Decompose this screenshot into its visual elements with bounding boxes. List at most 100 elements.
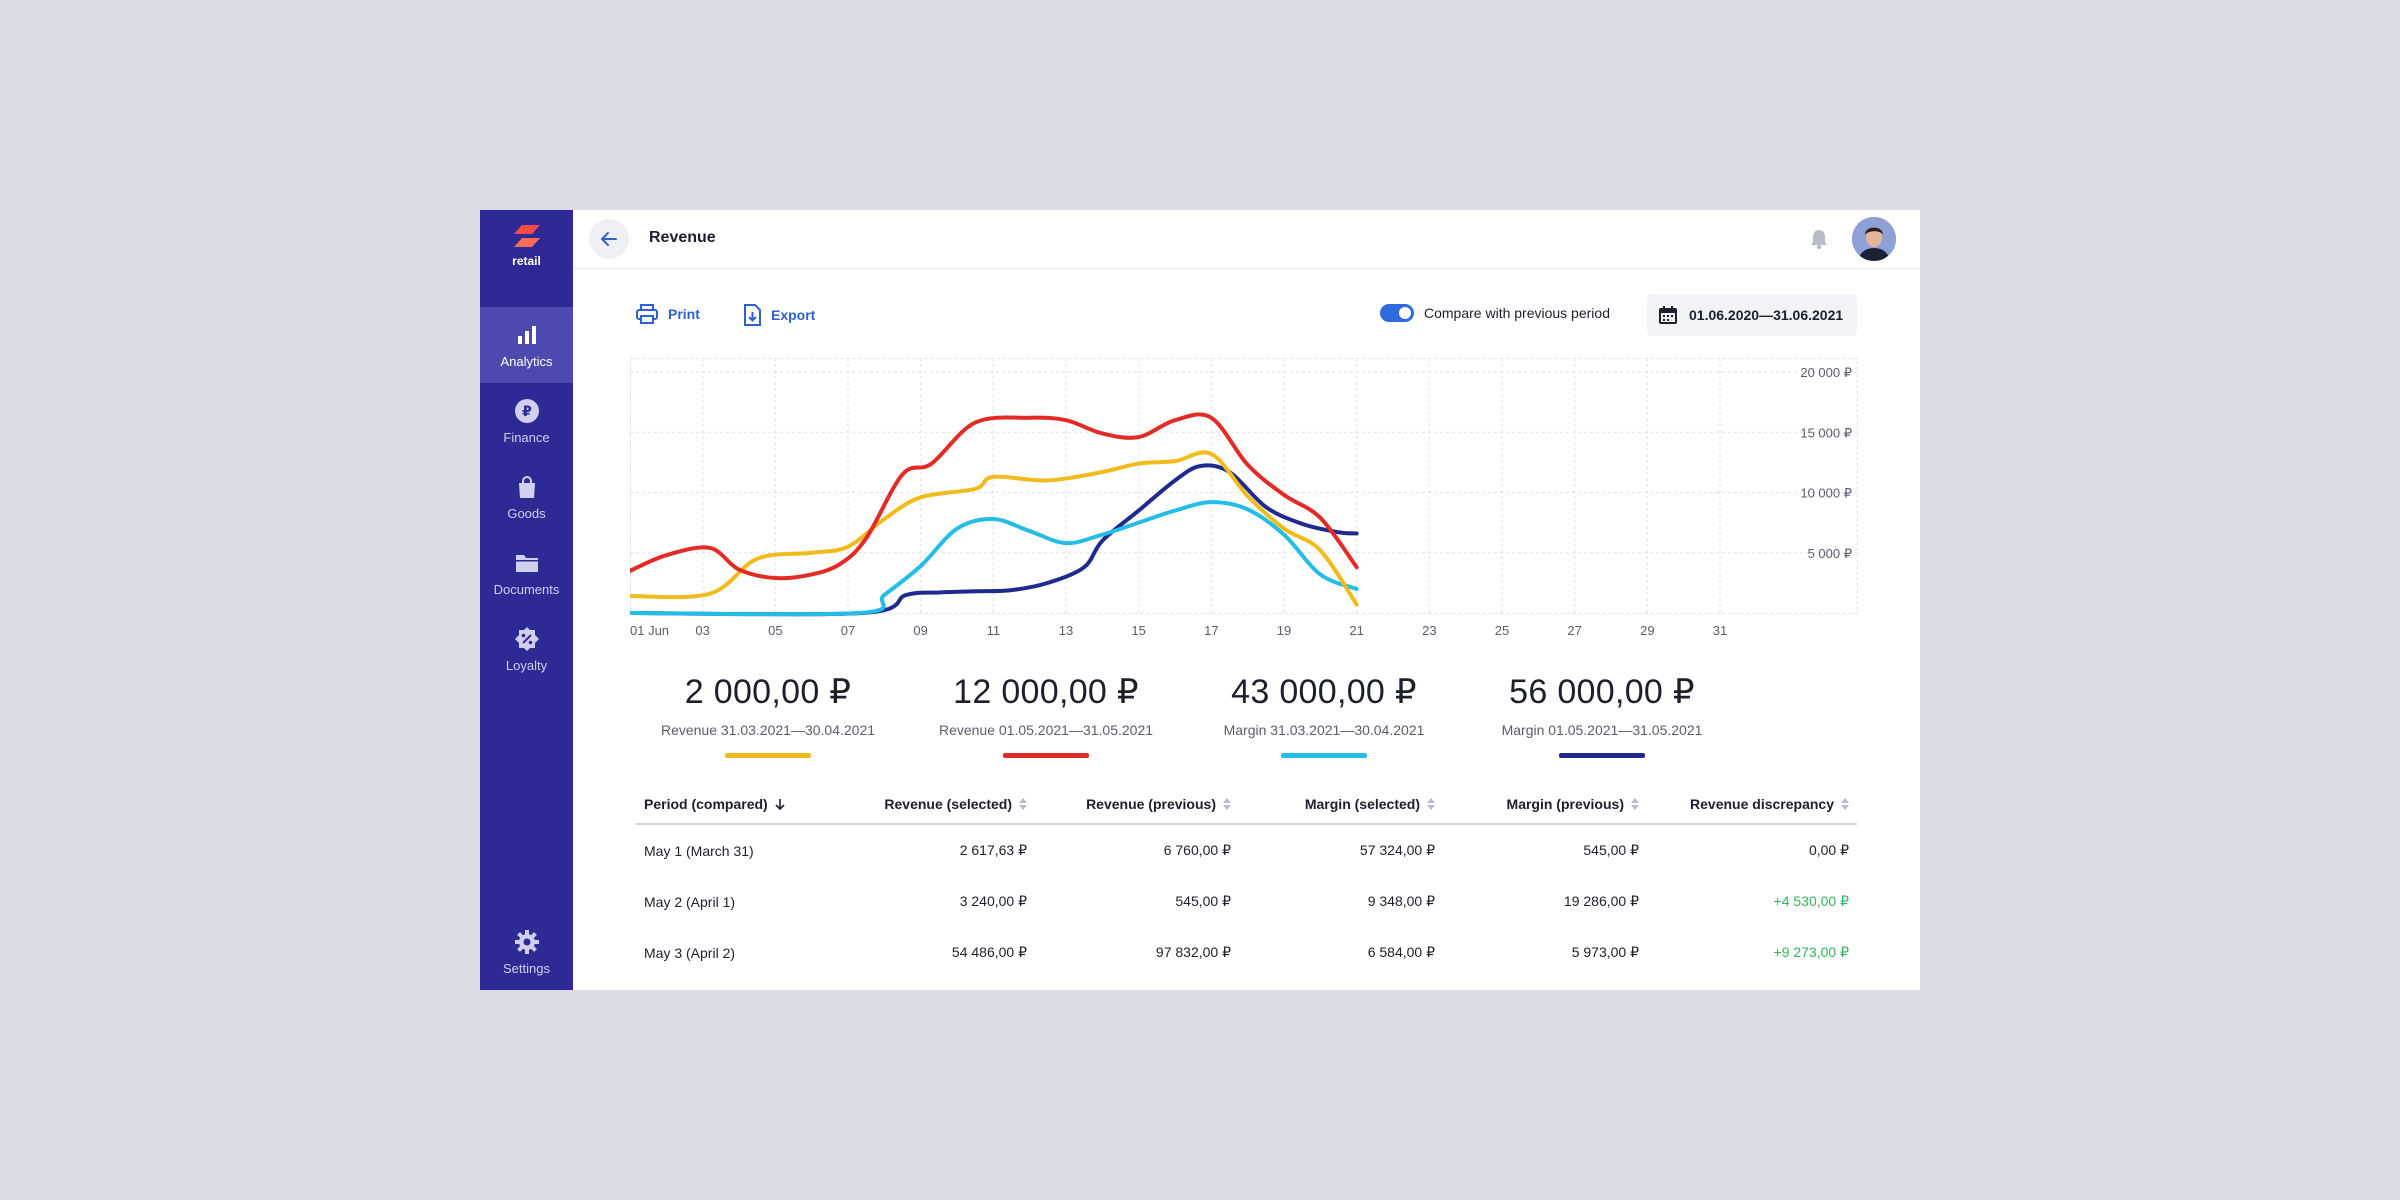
export-label: Export [771, 307, 816, 323]
column-header-label: Revenue (selected) [884, 796, 1012, 812]
column-header-label: Period (compared) [644, 796, 768, 812]
chart-x-tick-label: 09 [913, 623, 927, 638]
gear-icon [514, 929, 539, 954]
column-header-revenue-discrepancy[interactable]: Revenue discrepancy [1690, 796, 1849, 812]
chart-x-tick-label: 13 [1059, 623, 1073, 638]
stat-label: Margin 01.05.2021—31.05.2021 [1501, 722, 1703, 738]
date-range-value: 01.06.2020—31.06.2021 [1689, 307, 1844, 323]
sidebar-item-label: Loyalty [505, 657, 548, 673]
discount-badge-icon [514, 626, 539, 651]
sidebar-item-label: Goods [507, 505, 546, 521]
sidebar-item-documents[interactable]: Documents [480, 535, 573, 611]
user-avatar-icon [1852, 217, 1896, 261]
table-cell: 19 286,00 ₽ [1563, 893, 1639, 909]
chart-frame [630, 358, 1858, 614]
table-cell-positive: +9 273,00 ₽ [1773, 944, 1849, 960]
column-header-revenue-previous[interactable]: Revenue (previous) [1086, 796, 1231, 812]
app-window: retail Analytics ₽ Finance Goods Documen… [480, 210, 1920, 990]
sidebar-item-label: Finance [503, 429, 550, 445]
table-cell: 545,00 ₽ [1175, 893, 1231, 909]
chart-x-tick-label: 11 [987, 623, 1001, 638]
calendar-icon [1659, 306, 1677, 324]
sidebar-item-label: Analytics [500, 353, 553, 369]
chart-x-tick-label: 19 [1277, 623, 1291, 638]
date-range-picker[interactable]: 01.06.2020—31.06.2021 [1647, 294, 1857, 336]
stat-card: 56 000,00 ₽ Margin 01.05.2021—31.05.2021 [1482, 672, 1722, 758]
stat-card: 12 000,00 ₽ Revenue 01.05.2021—31.05.202… [926, 672, 1166, 758]
chart-x-tick-label: 05 [768, 623, 782, 638]
svg-text:₽: ₽ [522, 404, 532, 420]
compare-toggle-group: Compare with previous period [1380, 304, 1610, 322]
print-button[interactable]: Print [636, 304, 700, 324]
table-row[interactable]: May 1 (March 31) 2 617,63 ₽ 6 760,00 ₽ 5… [635, 825, 1857, 876]
sidebar-item-finance[interactable]: ₽ Finance [480, 383, 573, 459]
compare-label: Compare with previous period [1424, 305, 1610, 321]
chart-series-line [630, 450, 1359, 607]
sidebar-item-goods[interactable]: Goods [480, 459, 573, 535]
chart-y-tick-label: 10 000 ₽ [1800, 486, 1852, 501]
sidebar-item-loyalty[interactable]: Loyalty [480, 611, 573, 687]
folder-icon [515, 554, 538, 572]
table-cell: 0,00 ₽ [1808, 842, 1849, 858]
sidebar-item-label: Documents [493, 581, 560, 597]
table-cell: 57 324,00 ₽ [1359, 842, 1435, 858]
sidebar-item-analytics[interactable]: Analytics [480, 307, 573, 383]
table-row[interactable]: May 3 (April 2) 54 486,00 ₽ 97 832,00 ₽ … [635, 927, 1857, 978]
column-header-margin-previous[interactable]: Margin (previous) [1507, 796, 1639, 812]
table-cell: May 1 (March 31) [644, 842, 754, 859]
column-header-label: Margin (selected) [1304, 796, 1420, 812]
table-cell-positive: +4 530,00 ₽ [1773, 893, 1849, 909]
avatar[interactable] [1852, 217, 1896, 261]
chart-x-tick-label: 25 [1495, 623, 1509, 638]
stat-legend-line [725, 753, 811, 758]
table-cell: 54 486,00 ₽ [951, 944, 1027, 960]
chart-x-tick-label: 15 [1131, 623, 1145, 638]
sort-icon [1223, 798, 1231, 810]
arrow-down-icon [775, 799, 785, 810]
stat-label: Revenue 31.03.2021—30.04.2021 [660, 722, 876, 738]
chart-series-line [630, 463, 1359, 617]
chart-x-tick-label: 21 [1349, 623, 1363, 638]
back-button[interactable] [589, 219, 629, 259]
brand[interactable]: retail [480, 224, 573, 268]
column-header-margin-selected[interactable]: Margin (selected) [1305, 796, 1435, 812]
sort-icon [1019, 798, 1027, 810]
table-cell: 6 760,00 ₽ [1163, 842, 1231, 858]
chart-y-tick-label: 5 000 ₽ [1808, 546, 1852, 561]
brand-name: retail [512, 254, 541, 268]
sidebar-item-label: Settings [503, 960, 550, 976]
sort-icon [1841, 798, 1849, 810]
table-cell: May 3 (April 2) [644, 944, 736, 961]
column-header-period[interactable]: Period (compared) [644, 796, 785, 812]
export-button[interactable]: Export [743, 304, 815, 326]
chart-y-tick-label: 15 000 ₽ [1800, 425, 1852, 440]
column-header-label: Revenue discrepancy [1690, 796, 1834, 812]
retail-logo-icon [513, 225, 540, 247]
compare-toggle[interactable] [1380, 304, 1414, 322]
stat-value: 2 000,00 ₽ [684, 673, 852, 711]
stat-value: 43 000,00 ₽ [1231, 673, 1417, 711]
file-download-icon [744, 304, 761, 326]
column-header-revenue-selected[interactable]: Revenue (selected) [884, 796, 1027, 812]
print-label: Print [668, 306, 700, 322]
arrow-left-icon [601, 232, 617, 246]
table-header: Period (compared) Revenue (selected) Rev… [635, 785, 1857, 825]
page-title: Revenue [649, 229, 716, 246]
stat-legend-line [1559, 753, 1645, 758]
table-cell: 2 617,63 ₽ [959, 842, 1027, 858]
stat-legend-line [1281, 753, 1367, 758]
chart-y-tick-label: 20 000 ₽ [1800, 365, 1852, 380]
revenue-line-chart: 5 000 ₽ 10 000 ₽ 15 000 ₽ 20 000 ₽ 01 Jun 03 0… [630, 358, 1858, 638]
chart-x-tick-label: 17 [1204, 623, 1218, 638]
stat-legend-line [1003, 753, 1089, 758]
bar-chart-icon [517, 325, 536, 344]
table-cell: 9 348,00 ₽ [1367, 893, 1435, 909]
table-row[interactable]: May 2 (April 1) 3 240,00 ₽ 545,00 ₽ 9 34… [635, 876, 1857, 927]
chart-x-tick-label: 29 [1640, 623, 1654, 638]
stat-value: 56 000,00 ₽ [1509, 673, 1695, 711]
bell-icon[interactable] [1809, 228, 1829, 250]
comparison-table: Period (compared) Revenue (selected) Rev… [635, 785, 1857, 978]
chart-x-tick-label: 23 [1422, 623, 1436, 638]
sort-icon [1427, 798, 1435, 810]
sidebar-item-settings[interactable]: Settings [480, 914, 573, 990]
